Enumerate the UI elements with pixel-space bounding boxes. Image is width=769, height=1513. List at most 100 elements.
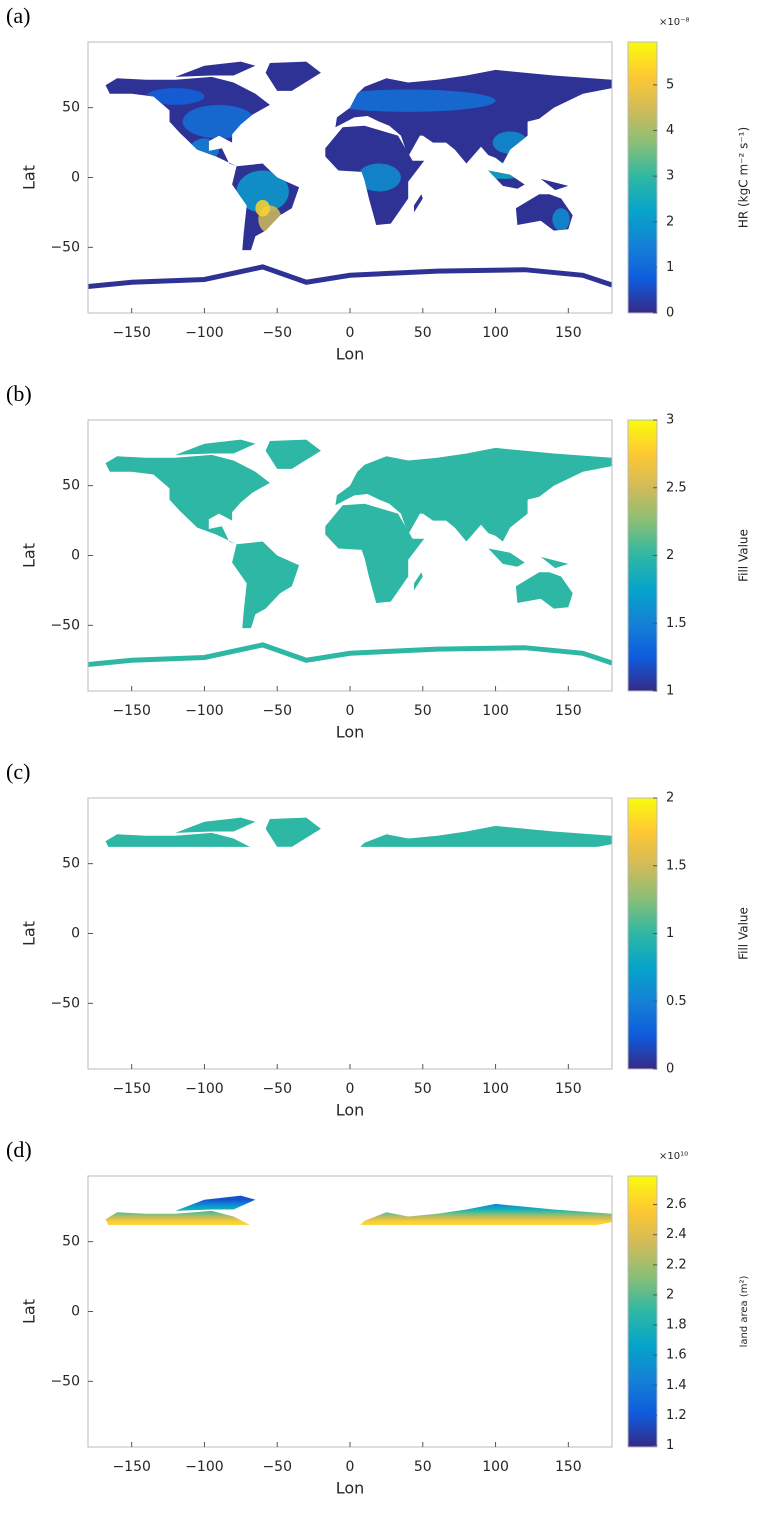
land-region [232,920,299,1007]
x-tick-label: 150 [555,325,582,341]
land-region [488,1305,524,1323]
land-region [516,1328,573,1364]
hr-patch [255,199,270,217]
land-region [175,817,256,833]
x-tick-label: 100 [482,325,509,341]
y-tick-label: −50 [50,1373,80,1389]
map-panel: (d) −150 −100 −50 0 50 100 150 −50 0 50 Lon Lat 1 1.2 1… [6,1137,750,1497]
colorbar-tick-label: 5 [666,77,674,92]
x-tick-label: −100 [185,1459,223,1475]
x-axis-label: Lon [336,1101,365,1120]
colorbar-tick-label: 2.4 [666,1227,687,1242]
colorbar-tick-label: 0 [666,1062,674,1077]
panel-label: (d) [6,1137,32,1162]
land [88,61,612,289]
x-tick-label: 50 [414,703,432,719]
y-tick-label: 0 [71,170,80,186]
x-tick-label: −150 [112,1081,150,1097]
x-tick-label: 100 [482,1459,509,1475]
x-tick-label: 100 [482,703,509,719]
colorbar-exponent: ×10¹⁰ [659,1151,688,1162]
hr-patch [473,162,532,179]
y-axis-label: Lat [20,1299,39,1324]
x-tick-label: −150 [112,1459,150,1475]
land-region [414,572,423,591]
colorbar-tick-label: 1.6 [666,1348,687,1363]
x-tick-label: 100 [482,1081,509,1097]
land-region [325,1260,424,1359]
land-region [175,61,256,77]
land-region [540,556,569,569]
land-region [414,1328,423,1346]
land [105,817,612,1007]
hr-patch [320,89,496,112]
land-region [541,1313,569,1324]
x-tick-label: 150 [555,703,582,719]
colorbar-tick-label: 3 [666,169,674,184]
colorbar-tick-label: 2 [666,1287,674,1302]
y-tick-label: 0 [71,548,80,564]
colorbar-tick-label: 1.5 [666,616,687,631]
antarctic-coast [88,642,612,667]
colorbar-tick-label: 1.2 [666,1408,687,1423]
y-tick-label: 50 [62,478,80,494]
colorbar [627,419,658,692]
colorbar-tick-label: 2 [666,214,674,229]
panel-label: (a) [6,3,30,28]
land-region [360,825,612,847]
x-tick-label: −100 [185,703,223,719]
x-tick-label: 50 [414,1459,432,1475]
x-tick-label: −50 [262,703,292,719]
x-axis-label: Lon [336,723,365,742]
hr-patch [189,138,219,161]
colorbar-tick-label: 0.5 [666,994,687,1009]
x-tick-label: 50 [414,1081,432,1097]
colorbar-tick-label: 2.2 [666,1257,687,1272]
land-region [541,935,569,946]
land-region [232,1298,299,1385]
x-tick-label: 150 [555,1081,582,1097]
x-tick-label: 0 [346,1459,355,1475]
land-region [360,1203,612,1225]
colorbar-tick-label: 3 [666,413,674,428]
panel-label: (c) [6,759,30,784]
land-region [414,950,423,968]
x-tick-label: 150 [555,1459,582,1475]
colorbar-tick-label: 1 [666,1438,674,1453]
land-region [540,178,569,191]
land-region [105,832,250,847]
y-tick-label: 50 [62,100,80,116]
y-tick-label: 50 [62,1234,80,1250]
x-tick-label: −50 [262,1081,292,1097]
land [88,439,612,667]
land [105,1195,612,1385]
colorbar-tick-label: 0 [666,306,674,321]
map-panel: (c) −150 −100 −50 0 50 100 150 −50 0 50 Lon Lat 0 0.5 1… [6,759,751,1119]
colorbar-label: Fill Value [737,529,751,582]
land-region [515,572,573,609]
panel-label: (b) [6,381,32,406]
y-axis-label: Lat [20,921,39,946]
land-region [325,882,424,981]
colorbar-label: HR (kgC m⁻² s⁻¹) [737,127,751,228]
colorbar [627,1175,658,1448]
y-tick-label: −50 [50,239,80,255]
colorbar-label: land area (m²) [739,1276,750,1348]
land-region [232,541,300,629]
map-panel: (b) −150 −100 −50 0 50 100 150 −50 0 50 Lon Lat 1 1.5 2… [6,381,751,741]
colorbar-tick-label: 1 [666,260,674,275]
y-axis-label: Lat [20,165,39,190]
x-tick-label: −50 [262,1459,292,1475]
land-region [335,447,612,542]
colorbar-tick-label: 4 [666,123,674,138]
antarctic-coast [88,264,612,289]
x-tick-label: 50 [414,325,432,341]
land-region [105,454,270,545]
x-tick-label: −100 [185,325,223,341]
y-tick-label: 0 [71,1304,80,1320]
land-region [265,61,321,91]
land-region [325,503,425,603]
land-region [516,950,573,986]
colorbar-tick-label: 2.5 [666,480,687,495]
